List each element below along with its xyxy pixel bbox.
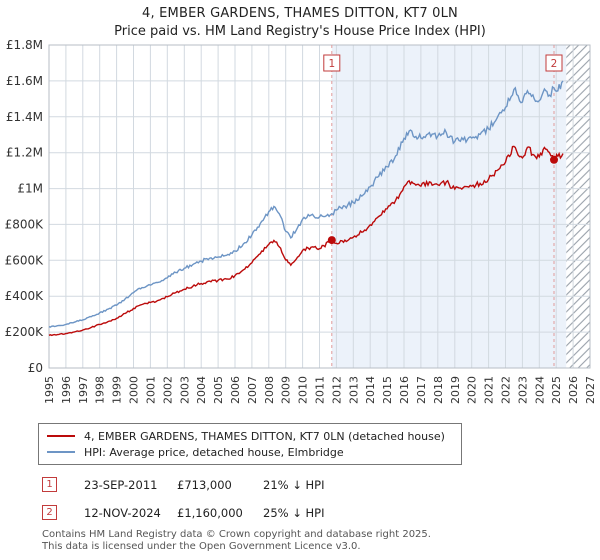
svg-text:2016: 2016 (398, 376, 411, 404)
footer-line-1: Contains HM Land Registry data © Crown c… (42, 529, 431, 540)
sale-2-date: 12-NOV-2024 (84, 505, 161, 520)
legend: 4, EMBER GARDENS, THAMES DITTON, KT7 0LN… (38, 423, 462, 465)
svg-text:£1.2M: £1.2M (6, 146, 43, 160)
footer-line-2: This data is licensed under the Open Gov… (42, 540, 361, 552)
svg-text:£1M: £1M (17, 182, 43, 196)
svg-text:2004: 2004 (195, 376, 208, 404)
svg-text:£400K: £400K (5, 289, 45, 303)
footer: Contains HM Land Registry data © Crown c… (42, 529, 431, 552)
sale-2-vs-hpi: 25% ↓ HPI (263, 505, 325, 520)
legend-label-property: 4, EMBER GARDENS, THAMES DITTON, KT7 0LN… (84, 429, 445, 443)
sale-point-2 (550, 155, 558, 164)
svg-text:2026: 2026 (567, 376, 580, 404)
svg-text:2: 2 (551, 58, 558, 70)
svg-text:2021: 2021 (483, 376, 496, 404)
svg-text:2011: 2011 (314, 376, 327, 404)
svg-text:2006: 2006 (229, 376, 242, 404)
svg-text:2005: 2005 (212, 376, 225, 404)
sale-1-number-box: 1 (42, 477, 57, 492)
svg-text:1999: 1999 (111, 376, 124, 404)
svg-text:2001: 2001 (144, 376, 157, 404)
svg-text:£1.6M: £1.6M (6, 74, 43, 88)
svg-text:2018: 2018 (432, 376, 445, 404)
svg-text:1997: 1997 (77, 376, 90, 404)
svg-text:2019: 2019 (449, 376, 462, 404)
sale-flag-2 (545, 54, 563, 72)
sale-1-price: £713,000 (177, 477, 232, 492)
future-hatched-region (566, 45, 590, 368)
sale-2-number-box: 2 (42, 505, 57, 520)
page-subtitle: Price paid vs. HM Land Registry's House … (114, 24, 486, 39)
svg-text:£1.4M: £1.4M (6, 110, 43, 124)
sale-point-1 (327, 236, 336, 245)
svg-text:£600K: £600K (5, 253, 45, 267)
svg-text:2023: 2023 (516, 376, 529, 404)
svg-text:2003: 2003 (178, 376, 191, 404)
hpi-line (48, 80, 564, 328)
svg-text:2007: 2007 (246, 376, 259, 404)
svg-text:1995: 1995 (43, 376, 56, 404)
svg-text:£800K: £800K (5, 217, 45, 231)
svg-text:2015: 2015 (381, 376, 394, 404)
page-title: 4, EMBER GARDENS, THAMES DITTON, KT7 0LN (142, 6, 458, 21)
svg-text:£0: £0 (28, 361, 43, 375)
hpi-shaded-region (331, 45, 567, 368)
svg-text:£200K: £200K (5, 325, 45, 339)
svg-text:2012: 2012 (330, 376, 343, 404)
price-history-chart: £0 £200K £400K £600K £800K £1M £1.2M £1.4M £1.6M… (5, 38, 597, 404)
svg-text:2009: 2009 (280, 376, 293, 404)
sale-2-price: £1,160,000 (177, 505, 243, 520)
svg-text:2014: 2014 (364, 376, 377, 404)
sale-1-vs-hpi: 21% ↓ HPI (263, 477, 325, 492)
svg-text:2002: 2002 (161, 376, 174, 404)
svg-text:£1.8M: £1.8M (6, 38, 43, 52)
sale-annotation-2: 2 12-NOV-2024 £1,160,000 25% ↓ HPI (42, 505, 324, 520)
legend-item-property: 4, EMBER GARDENS, THAMES DITTON, KT7 0LN… (47, 428, 453, 444)
svg-text:2027: 2027 (584, 376, 597, 404)
sale-annotation-1: 1 23-SEP-2011 £713,000 21% ↓ HPI (42, 477, 324, 492)
svg-text:1998: 1998 (94, 376, 107, 404)
sale-flag-1 (323, 54, 341, 72)
svg-text:2000: 2000 (128, 376, 141, 404)
legend-label-hpi: HPI: Average price, detached house, Elmb… (84, 445, 344, 459)
property-line-swatch (47, 435, 75, 437)
property-price-line (48, 145, 564, 337)
svg-text:2022: 2022 (500, 376, 513, 404)
svg-text:2020: 2020 (466, 376, 479, 404)
svg-text:1996: 1996 (60, 376, 73, 404)
svg-text:2010: 2010 (297, 376, 310, 404)
svg-text:2017: 2017 (415, 376, 428, 404)
svg-text:2013: 2013 (347, 376, 360, 404)
hpi-line-swatch (47, 451, 75, 453)
svg-text:1: 1 (328, 58, 335, 70)
svg-text:2024: 2024 (533, 376, 546, 404)
svg-text:2008: 2008 (263, 376, 276, 404)
legend-item-hpi: HPI: Average price, detached house, Elmb… (47, 444, 453, 460)
sale-1-date: 23-SEP-2011 (84, 477, 158, 492)
svg-text:2025: 2025 (550, 376, 563, 404)
